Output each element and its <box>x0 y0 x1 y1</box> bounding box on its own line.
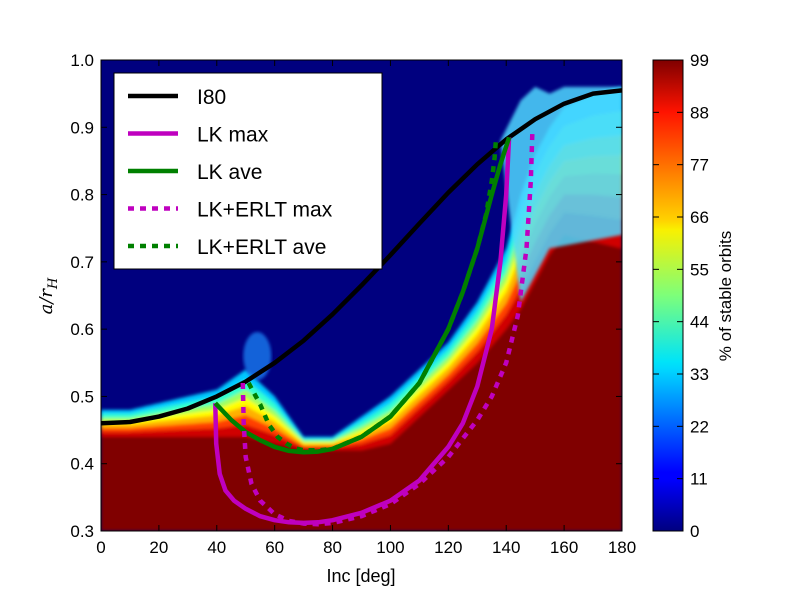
x-tick-label: 0 <box>96 538 105 557</box>
x-tick-label: 100 <box>376 538 404 557</box>
y-tick-label: 1.0 <box>70 51 94 70</box>
colorbar-tick-label: 11 <box>690 470 708 489</box>
colorbar-tick-label: 77 <box>690 156 709 175</box>
colorbar-tick-label: 88 <box>690 103 709 122</box>
colorbar-tick-label: 66 <box>690 208 709 227</box>
legend: I80 LK max LK ave LK+ERLT max LK+ERLT ave <box>113 72 383 270</box>
colorbar-tick-label: 0 <box>690 522 699 541</box>
colorbar-gradient <box>652 59 684 532</box>
x-tick-label: 140 <box>492 538 520 557</box>
y-axis: 0.3 0.4 0.5 0.6 0.7 0.8 0.9 1.0 <box>70 51 622 541</box>
x-axis: 0 20 40 60 80 100 120 140 160 180 <box>96 60 636 557</box>
colorbar-tick-label: 99 <box>690 51 709 70</box>
series-line-4 <box>246 137 499 453</box>
svg-text:a/rH: a/rH <box>36 277 61 314</box>
x-tick-label: 180 <box>608 538 636 557</box>
colorbar-label: % of stable orbits <box>716 231 735 361</box>
x-tick-label: 20 <box>149 538 168 557</box>
legend-label: LK+ERLT ave <box>197 236 326 259</box>
y-axis-label: a/rH <box>36 277 61 314</box>
colorbar: 0 11 22 33 44 55 66 77 88 99 % of stable orbits <box>652 51 735 541</box>
x-tick-label: 40 <box>207 538 226 557</box>
legend-label: LK ave <box>197 161 262 184</box>
heatmap-partial-region <box>500 86 622 303</box>
series-layer <box>101 88 622 527</box>
colorbar-tick-label: 22 <box>690 417 709 436</box>
x-tick-label: 120 <box>434 538 462 557</box>
series-line-3 <box>240 133 535 527</box>
y-tick-label: 0.5 <box>70 387 94 406</box>
colorbar-tick-label: 33 <box>690 365 709 384</box>
x-tick-label: 80 <box>323 538 342 557</box>
y-tick-label: 0.9 <box>70 118 94 137</box>
heatmap-band <box>101 234 622 531</box>
y-tick-label: 0.4 <box>70 455 94 474</box>
x-axis-label: Inc [deg] <box>326 566 395 586</box>
y-tick-label: 0.3 <box>70 522 94 541</box>
plot-frame <box>100 59 623 532</box>
series-line-1 <box>213 137 512 526</box>
y-tick-label: 0.7 <box>70 253 94 272</box>
y-tick-label: 0.6 <box>70 320 94 339</box>
legend-label: I80 <box>197 86 226 109</box>
y-tick-label: 0.8 <box>70 186 94 205</box>
series-line-0 <box>101 88 622 426</box>
colorbar-tick-label: 44 <box>690 313 709 332</box>
colorbar-tick-label: 55 <box>690 260 709 279</box>
x-tick-label: 60 <box>265 538 284 557</box>
legend-label: LK+ERLT max <box>197 199 333 222</box>
legend-label: LK max <box>197 124 269 147</box>
x-tick-label: 160 <box>550 538 578 557</box>
